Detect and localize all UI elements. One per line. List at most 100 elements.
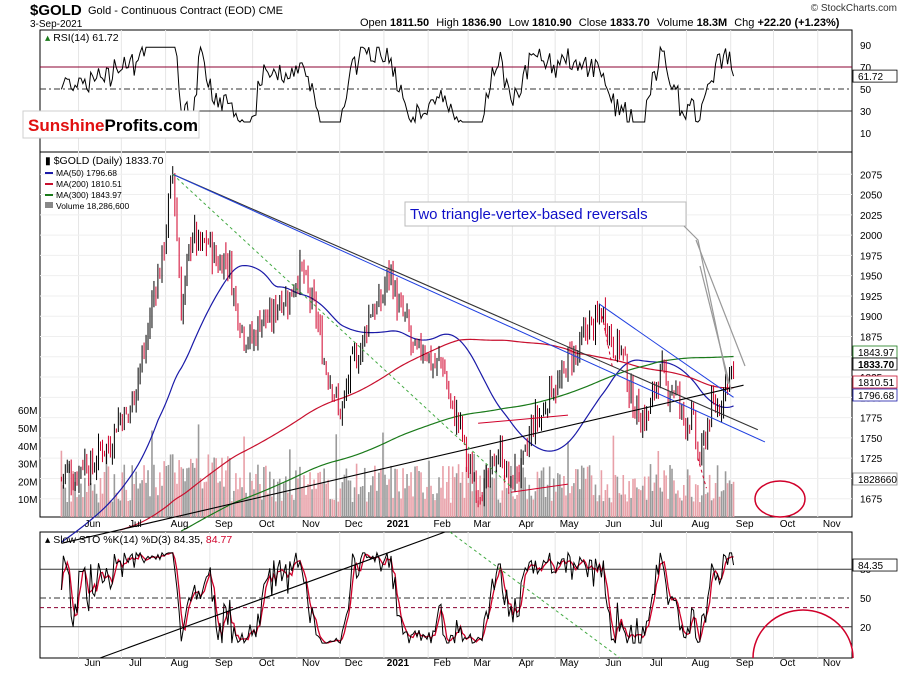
- volume-bar: [690, 496, 693, 517]
- stochastic-highlight-arc: [752, 609, 854, 659]
- value-label-box: [852, 472, 898, 486]
- value-label: 1796.68: [858, 391, 895, 402]
- volume-bar: [333, 499, 336, 517]
- volume-tick-label: 30M: [18, 460, 37, 471]
- volume-bar: [697, 485, 699, 517]
- volume-bar: [505, 488, 508, 517]
- annotation-text: Two triangle-vertex-based reversals: [410, 206, 648, 223]
- volume-bar: [473, 453, 476, 517]
- trendline-blue-short: [599, 303, 734, 398]
- volume-bar: [293, 499, 295, 517]
- volume-bar: [370, 485, 372, 517]
- volume-bar: [313, 479, 315, 517]
- volume-bar: [125, 489, 128, 517]
- volume-bar: [449, 502, 452, 517]
- volume-tick-label: 40M: [18, 442, 37, 453]
- volume-bar: [647, 476, 650, 517]
- month-label: Mar: [474, 658, 492, 669]
- volume-bar: [582, 467, 585, 517]
- month-label: Jul: [650, 658, 663, 669]
- volume-bar: [278, 478, 281, 517]
- volume-bar: [147, 470, 149, 517]
- legend-price: ▮ $GOLD (Daily) 1833.70: [45, 155, 164, 167]
- volume-bar: [667, 499, 669, 517]
- month-label: 2021: [387, 519, 410, 530]
- volume-bar: [101, 493, 104, 517]
- volume-bar: [453, 477, 456, 517]
- volume-bar: [481, 494, 483, 517]
- contract-name: Gold - Continuous Contract (EOD) CME: [88, 5, 283, 17]
- volume-bar: [661, 491, 664, 517]
- volume-bar: [363, 467, 366, 517]
- volume-bar: [584, 478, 587, 517]
- volume-bar: [235, 473, 237, 517]
- month-label: May: [560, 658, 579, 669]
- month-label: 2021: [387, 658, 410, 669]
- price-tick-label: 1875: [860, 333, 883, 344]
- volume-bar: [588, 465, 591, 517]
- price-tick-label: 1775: [860, 414, 883, 425]
- volume-bar: [247, 497, 249, 517]
- volume-bar: [565, 495, 567, 517]
- volume-bar: [475, 490, 477, 517]
- month-label: Jun: [84, 519, 100, 530]
- ma300-line: [181, 355, 734, 532]
- volume-bar: [74, 481, 76, 517]
- price-tick-label: 2075: [860, 170, 883, 181]
- volume-bar: [135, 471, 137, 517]
- value-label: 1833.70: [858, 360, 895, 371]
- volume-bar: [571, 486, 573, 517]
- volume-bar: [510, 465, 512, 517]
- volume-bar: [195, 458, 198, 517]
- volume-bar: [699, 502, 701, 517]
- price-tick-label: 2025: [860, 211, 883, 222]
- price-tick-label: 1675: [860, 495, 883, 506]
- volume-bar: [428, 460, 430, 517]
- volume-bar: [349, 480, 352, 517]
- volume-bar: [692, 501, 695, 517]
- volume-bar: [706, 492, 709, 517]
- volume-bar: [686, 469, 689, 517]
- svg-text:SunshineProfits.com: SunshineProfits.com: [28, 116, 198, 135]
- volume-bar: [586, 466, 589, 517]
- volume-bar: [416, 465, 418, 517]
- volume-bar: [495, 469, 498, 517]
- volume-bar: [80, 483, 82, 517]
- volume-bar: [307, 483, 309, 517]
- volume-bar: [514, 499, 516, 517]
- volume-bar: [70, 501, 72, 517]
- volume-bar: [174, 472, 176, 517]
- volume-bar: [530, 495, 533, 517]
- volume-bar: [274, 501, 277, 517]
- volume-bar: [374, 465, 376, 517]
- volume-bar: [404, 488, 406, 517]
- volume-bar: [207, 454, 210, 517]
- month-label: Sep: [215, 658, 233, 669]
- volume-bar: [688, 475, 691, 517]
- volume-bar: [596, 501, 599, 517]
- volume-bar: [730, 483, 733, 517]
- volume-bar: [632, 478, 634, 517]
- volume-bar: [446, 481, 448, 517]
- month-label: Oct: [780, 658, 796, 669]
- volume-bar: [673, 480, 675, 517]
- volume-bar: [532, 499, 535, 517]
- volume-bar: [414, 466, 416, 517]
- volume-bar: [115, 492, 118, 517]
- volume-bar: [451, 466, 454, 517]
- rsi-tick-label: 10: [860, 129, 872, 140]
- volume-bar: [408, 485, 410, 517]
- volume-bar: [418, 471, 420, 517]
- volume-bar: [280, 500, 283, 517]
- volume-bar: [319, 471, 321, 517]
- volume-bar: [552, 478, 555, 517]
- volume-bar: [119, 500, 122, 517]
- volume-bar: [197, 424, 200, 517]
- volume-bar: [448, 466, 450, 517]
- volume-bar: [580, 465, 583, 517]
- volume-bar: [550, 500, 553, 517]
- volume-bar: [708, 474, 711, 517]
- volume-bar: [176, 483, 178, 517]
- volume-bar: [390, 465, 392, 517]
- volume-bar: [653, 482, 656, 517]
